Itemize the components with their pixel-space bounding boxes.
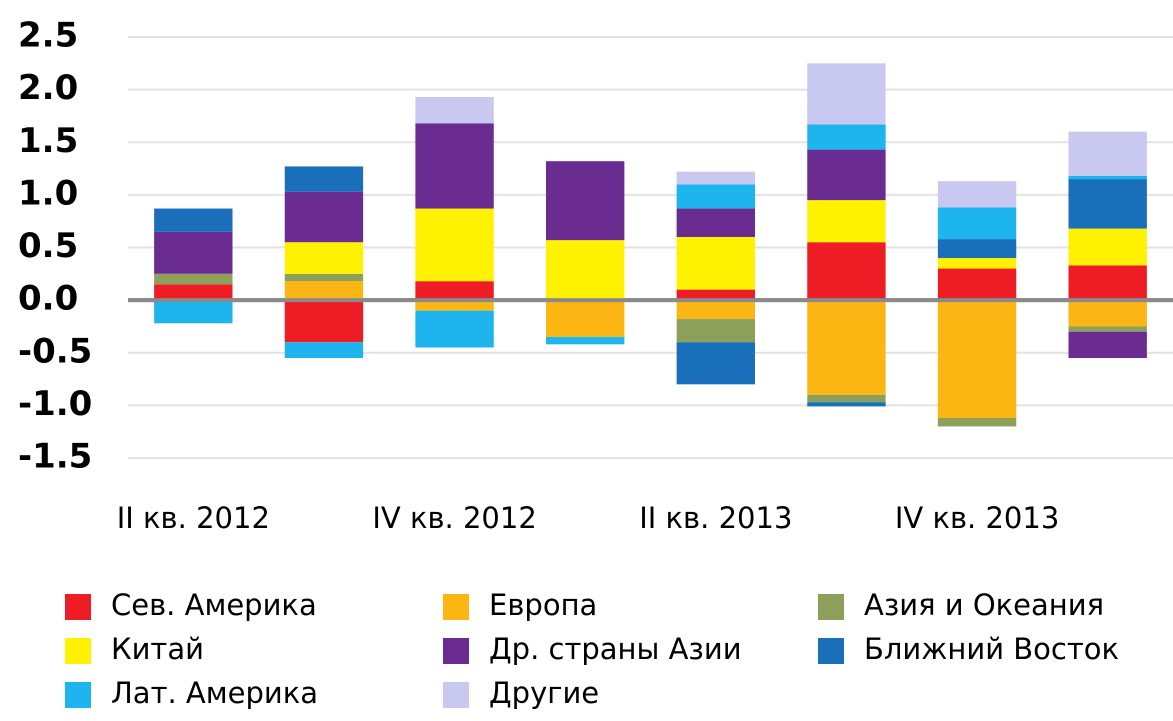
bar-segment xyxy=(154,300,233,324)
bar-segment xyxy=(937,181,1017,208)
legend-label: Другие xyxy=(489,676,599,710)
bar-segment xyxy=(284,273,364,282)
y-tick-label: -1.5 xyxy=(18,437,92,477)
y-tick-label: 2.0 xyxy=(18,68,78,108)
x-tick-label: II кв. 2013 xyxy=(639,501,792,535)
y-tick-label: -0.5 xyxy=(18,331,92,371)
bar-segment xyxy=(676,289,755,301)
bar-segment xyxy=(676,236,755,290)
bar-segment xyxy=(937,418,1017,427)
y-tick-label: 0.0 xyxy=(18,279,78,319)
bar-segment xyxy=(546,336,625,345)
bar-segment xyxy=(284,166,364,192)
bar-segment xyxy=(546,300,625,337)
bar-segment xyxy=(546,161,625,241)
bar-segment xyxy=(1068,331,1147,359)
bar-segment xyxy=(415,208,494,282)
y-tick-label: -1.0 xyxy=(18,384,92,424)
legend-label: Сев. Америка xyxy=(111,588,317,622)
y-tick-label: 0.5 xyxy=(18,226,78,266)
legend-swatch xyxy=(443,638,469,664)
bar-segment xyxy=(937,300,1017,419)
bar-segment xyxy=(937,239,1017,259)
bar-segment xyxy=(1068,175,1147,180)
legend-label: Азия и Океания xyxy=(864,588,1104,622)
bar-segment xyxy=(154,231,233,274)
legend-swatch xyxy=(443,682,469,708)
legend-label: Др. страны Азии xyxy=(489,632,742,666)
y-tick-label: 2.5 xyxy=(18,16,78,56)
bar-segment xyxy=(676,184,755,209)
bar-segment xyxy=(284,242,364,274)
legend-label: Китай xyxy=(111,632,204,666)
bar-segment xyxy=(284,342,364,359)
x-tick-label: II кв. 2012 xyxy=(117,501,270,535)
legend-swatch xyxy=(65,638,91,664)
bar-segment xyxy=(937,207,1017,240)
bar-segment xyxy=(1068,326,1147,332)
y-tick-label: 1.0 xyxy=(18,173,78,213)
bar-segment xyxy=(937,258,1017,269)
bar-segment xyxy=(415,123,494,209)
bar-segment xyxy=(807,124,886,150)
bar-segment xyxy=(154,208,233,232)
bar-segment xyxy=(1068,265,1147,301)
bar-segment xyxy=(807,402,886,407)
bar-segment xyxy=(1068,300,1147,327)
bar-segment xyxy=(415,300,494,311)
bar-segment xyxy=(415,96,494,124)
bar-segment xyxy=(807,200,886,243)
bar-segment xyxy=(676,319,755,343)
legend-label: Лат. Америка xyxy=(111,676,318,710)
bar-segment xyxy=(937,268,1017,301)
bar-segment xyxy=(1068,228,1147,266)
bar-segment xyxy=(807,149,886,201)
legend-swatch xyxy=(818,638,844,664)
bar-segment xyxy=(676,171,755,185)
bar-segment xyxy=(676,300,755,320)
legend-swatch xyxy=(65,594,91,620)
bar-segment xyxy=(807,394,886,403)
bar-segment xyxy=(807,242,886,301)
legend-swatch xyxy=(65,682,91,708)
bar-segment xyxy=(546,240,625,301)
bar-segment xyxy=(676,342,755,385)
bar-segment xyxy=(284,281,364,301)
x-tick-label: IV кв. 2013 xyxy=(895,501,1059,535)
bar-segment xyxy=(284,300,364,343)
bar-segment xyxy=(154,273,233,285)
bar-segment xyxy=(154,284,233,301)
x-tick-label: IV кв. 2012 xyxy=(372,501,536,535)
legend-swatch xyxy=(818,594,844,620)
legend-label: Ближний Восток xyxy=(864,632,1119,666)
bar-segment xyxy=(415,310,494,348)
bar-segment xyxy=(415,281,494,301)
bar-segment xyxy=(807,63,886,125)
bar-segment xyxy=(1068,179,1147,229)
bar-segment xyxy=(1068,131,1147,176)
bar-segment xyxy=(676,208,755,237)
bar-segment xyxy=(284,191,364,243)
bar-segment xyxy=(807,300,886,395)
y-tick-label: 1.5 xyxy=(18,121,78,161)
legend-swatch xyxy=(443,594,469,620)
legend-label: Европа xyxy=(489,588,597,622)
